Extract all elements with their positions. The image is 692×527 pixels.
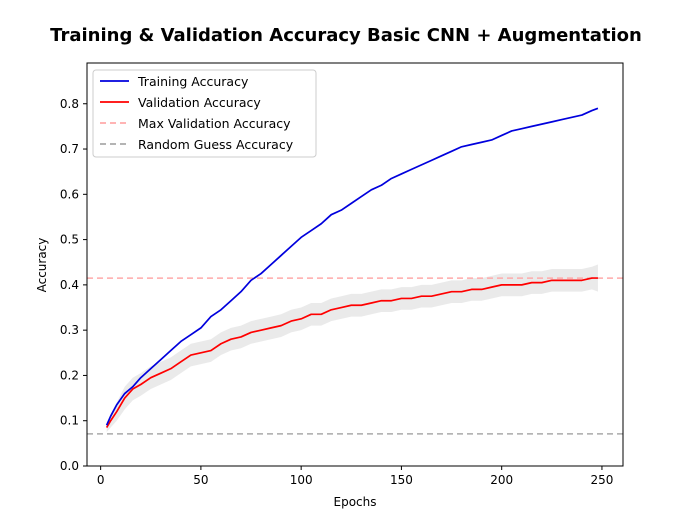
- y-tick-label: 0.0: [60, 459, 79, 473]
- x-tick-label: 50: [193, 473, 208, 487]
- y-axis-label: Accuracy: [35, 238, 49, 293]
- y-tick-label: 0.4: [60, 278, 79, 292]
- y-tick-label: 0.2: [60, 368, 79, 382]
- legend-label-max-validation: Max Validation Accuracy: [138, 116, 291, 131]
- x-axis: 0 50 100 150 200 250: [97, 466, 613, 487]
- chart-title: Training & Validation Accuracy Basic CNN…: [50, 25, 642, 46]
- y-tick-label: 0.7: [60, 142, 79, 156]
- x-axis-label: Epochs: [334, 495, 377, 509]
- x-tick-label: 200: [490, 473, 513, 487]
- x-tick-label: 100: [290, 473, 313, 487]
- y-tick-label: 0.8: [60, 97, 79, 111]
- plot-frame: [86, 62, 624, 467]
- x-tick-label: 250: [590, 473, 613, 487]
- training-accuracy-line: [105, 107, 599, 426]
- legend-label-training: Training Accuracy: [137, 74, 249, 89]
- x-tick-label: 150: [390, 473, 413, 487]
- y-axis: 0.0 0.1 0.2 0.3 0.4 0.5 0.6 0.7 0.8: [60, 97, 87, 473]
- y-tick-label: 0.5: [60, 233, 79, 247]
- legend-label-random-guess: Random Guess Accuracy: [138, 137, 294, 152]
- y-tick-label: 0.3: [60, 323, 79, 337]
- validation-std-band: [106, 264, 598, 433]
- legend: Training Accuracy Validation Accuracy Ma…: [92, 69, 317, 158]
- x-tick-label: 0: [97, 473, 105, 487]
- y-tick-label: 0.1: [60, 414, 79, 428]
- legend-box: [92, 69, 317, 158]
- legend-label-validation: Validation Accuracy: [138, 95, 261, 110]
- validation-accuracy-line: [105, 277, 598, 428]
- plot-layer: [87, 107, 623, 435]
- y-tick-label: 0.6: [60, 187, 79, 201]
